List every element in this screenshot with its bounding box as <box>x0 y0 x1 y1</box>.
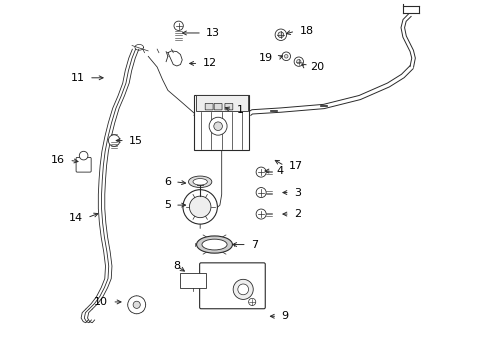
Circle shape <box>294 57 303 66</box>
Text: 18: 18 <box>299 26 314 36</box>
Text: 4: 4 <box>276 166 283 176</box>
Circle shape <box>256 188 266 198</box>
FancyBboxPatch shape <box>76 157 91 172</box>
Text: 13: 13 <box>206 28 220 38</box>
Ellipse shape <box>193 179 207 185</box>
FancyBboxPatch shape <box>225 103 233 110</box>
FancyBboxPatch shape <box>214 103 222 110</box>
Ellipse shape <box>189 176 212 188</box>
Text: 14: 14 <box>69 213 83 222</box>
Text: 7: 7 <box>251 239 258 249</box>
Text: 2: 2 <box>294 209 301 219</box>
Circle shape <box>128 296 146 314</box>
Circle shape <box>256 209 266 219</box>
Circle shape <box>174 21 183 31</box>
Text: 3: 3 <box>294 188 301 198</box>
Circle shape <box>248 298 256 306</box>
Text: 12: 12 <box>203 58 217 68</box>
Text: 16: 16 <box>51 155 65 165</box>
Text: 8: 8 <box>173 261 180 271</box>
FancyBboxPatch shape <box>194 95 249 150</box>
Circle shape <box>275 29 287 41</box>
Circle shape <box>282 52 291 60</box>
Circle shape <box>108 135 120 146</box>
Ellipse shape <box>196 236 232 253</box>
Circle shape <box>183 190 218 224</box>
Text: 19: 19 <box>259 53 273 63</box>
Circle shape <box>79 151 88 160</box>
Text: 5: 5 <box>164 200 171 210</box>
Circle shape <box>296 59 301 64</box>
Text: 1: 1 <box>237 105 244 115</box>
Text: 6: 6 <box>164 177 171 187</box>
FancyBboxPatch shape <box>205 103 213 110</box>
FancyBboxPatch shape <box>196 95 247 111</box>
Circle shape <box>285 54 288 58</box>
FancyBboxPatch shape <box>180 273 205 288</box>
Text: 11: 11 <box>71 73 85 83</box>
FancyBboxPatch shape <box>199 263 265 309</box>
Circle shape <box>256 167 266 177</box>
Text: 15: 15 <box>129 136 143 145</box>
Ellipse shape <box>202 239 227 250</box>
Text: 10: 10 <box>94 297 108 307</box>
Circle shape <box>214 122 222 131</box>
Text: 20: 20 <box>310 62 324 72</box>
Circle shape <box>190 196 211 218</box>
Circle shape <box>209 117 227 135</box>
Text: 17: 17 <box>289 161 303 171</box>
Circle shape <box>238 284 248 295</box>
Circle shape <box>278 32 284 38</box>
Text: 9: 9 <box>282 311 289 321</box>
Circle shape <box>233 279 253 300</box>
Circle shape <box>133 301 140 309</box>
